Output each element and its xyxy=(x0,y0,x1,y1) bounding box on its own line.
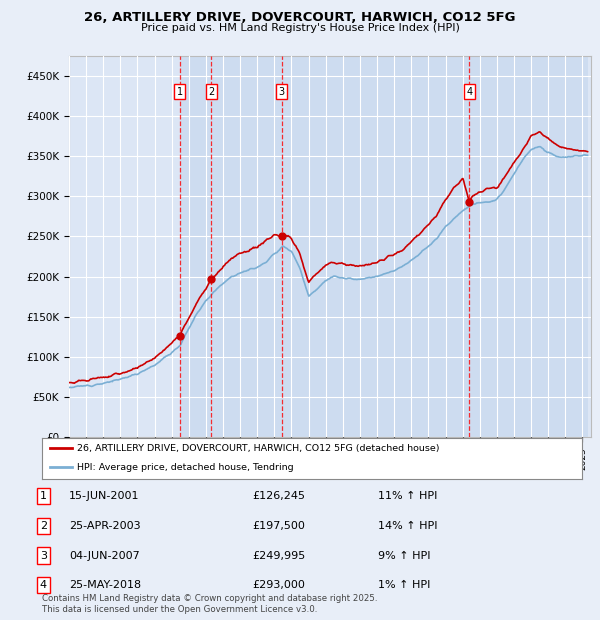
Text: 3: 3 xyxy=(278,87,284,97)
Text: 26, ARTILLERY DRIVE, DOVERCOURT, HARWICH, CO12 5FG: 26, ARTILLERY DRIVE, DOVERCOURT, HARWICH… xyxy=(84,11,516,24)
Text: 4: 4 xyxy=(40,580,47,590)
Text: Contains HM Land Registry data © Crown copyright and database right 2025.
This d: Contains HM Land Registry data © Crown c… xyxy=(42,595,377,614)
Text: HPI: Average price, detached house, Tendring: HPI: Average price, detached house, Tend… xyxy=(77,463,294,472)
Text: 11% ↑ HPI: 11% ↑ HPI xyxy=(378,491,437,501)
Text: £249,995: £249,995 xyxy=(252,551,305,560)
Text: 9% ↑ HPI: 9% ↑ HPI xyxy=(378,551,431,560)
Text: 1% ↑ HPI: 1% ↑ HPI xyxy=(378,580,430,590)
Text: 4: 4 xyxy=(466,87,473,97)
Text: 15-JUN-2001: 15-JUN-2001 xyxy=(69,491,139,501)
Bar xyxy=(281,56,469,437)
Text: Price paid vs. HM Land Registry's House Price Index (HPI): Price paid vs. HM Land Registry's House … xyxy=(140,23,460,33)
Text: £293,000: £293,000 xyxy=(252,580,305,590)
Text: 3: 3 xyxy=(40,551,47,560)
Text: 25-APR-2003: 25-APR-2003 xyxy=(69,521,140,531)
Bar xyxy=(179,56,211,437)
Text: £197,500: £197,500 xyxy=(252,521,305,531)
Text: 25-MAY-2018: 25-MAY-2018 xyxy=(69,580,141,590)
Bar xyxy=(211,56,281,437)
Text: £126,245: £126,245 xyxy=(252,491,305,501)
Text: 04-JUN-2007: 04-JUN-2007 xyxy=(69,551,140,560)
Text: 1: 1 xyxy=(176,87,182,97)
Text: 2: 2 xyxy=(208,87,215,97)
Text: 14% ↑ HPI: 14% ↑ HPI xyxy=(378,521,437,531)
Text: 2: 2 xyxy=(40,521,47,531)
Text: 1: 1 xyxy=(40,491,47,501)
Text: 26, ARTILLERY DRIVE, DOVERCOURT, HARWICH, CO12 5FG (detached house): 26, ARTILLERY DRIVE, DOVERCOURT, HARWICH… xyxy=(77,444,440,453)
Bar xyxy=(469,56,587,437)
